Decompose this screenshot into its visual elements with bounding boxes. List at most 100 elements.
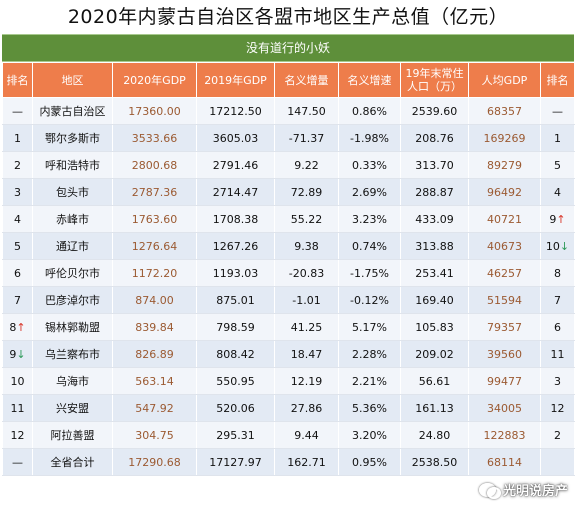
cell-population-value: 169.40 xyxy=(415,293,454,307)
cell-per-capita-rank-value: 5 xyxy=(554,158,561,172)
cell-nominal-growth: 0.33% xyxy=(338,151,401,179)
cell-gdp-2020-value: 826.89 xyxy=(135,347,174,361)
cell-population-value: 209.02 xyxy=(415,347,454,361)
cell-per-capita-rank-value: — xyxy=(552,104,563,118)
watermark: 光明说房产 xyxy=(478,480,568,499)
cell-nominal-growth: 3.20% xyxy=(338,421,401,449)
table-row: — 全省合计 17290.68 17127.97 162.71 0.95% 2538.50 6… xyxy=(2,448,575,476)
arrow-up-icon: ↑ xyxy=(16,320,26,334)
cell-nominal-growth: 0.86% xyxy=(338,97,401,125)
cell-nominal-increase: 9.38 xyxy=(274,232,339,260)
cell-population: 313.88 xyxy=(400,232,469,260)
cell-population: 208.76 xyxy=(400,124,469,152)
arrow-up-icon: ↑ xyxy=(556,212,566,226)
cell-per-capita-gdp: 40673 xyxy=(468,232,541,260)
cell-gdp-2019-value: 295.31 xyxy=(216,428,255,442)
cell-gdp-2019: 550.95 xyxy=(196,367,275,395)
header-nominal-increase: 名义增量 xyxy=(274,62,339,98)
table-row: 6 呼伦贝尔市 1172.20 1193.03 -20.83 -1.75% 253.41 46… xyxy=(2,259,575,287)
cell-per-capita-rank-value: 1 xyxy=(554,131,561,145)
header-population-line1: 19年末常住 xyxy=(405,67,464,80)
cell-gdp-2019: 2791.46 xyxy=(196,151,275,179)
header-population: 19年末常住 人口（万） xyxy=(400,62,469,98)
cell-per-capita-gdp: 40721 xyxy=(468,205,541,233)
cell-gdp-2019-value: 1193.03 xyxy=(212,266,259,280)
cell-gdp-2019-value: 808.42 xyxy=(216,347,255,361)
cell-nominal-growth-value: 3.20% xyxy=(352,428,387,442)
cell-gdp-2020-value: 3533.66 xyxy=(131,131,178,145)
cell-population-value: 2538.50 xyxy=(411,455,458,469)
cell-rank: 5 xyxy=(2,232,33,260)
cell-nominal-growth-value: -1.98% xyxy=(350,131,389,145)
table-row: 9↓ 乌兰察布市 826.89 808.42 18.47 2.28% 209.02 39560… xyxy=(2,340,575,368)
cell-population-value: 208.76 xyxy=(415,131,454,145)
cell-nominal-growth-value: -0.12% xyxy=(350,293,389,307)
cell-gdp-2019: 295.31 xyxy=(196,421,275,449)
arrow-down-icon: ↓ xyxy=(16,347,26,361)
cell-region-value: 乌海市 xyxy=(56,375,89,388)
cell-rank-value: 4 xyxy=(14,212,21,226)
cell-nominal-growth: 5.36% xyxy=(338,394,401,422)
cell-gdp-2019-value: 2714.47 xyxy=(212,185,259,199)
cell-per-capita-rank-value: 4 xyxy=(554,185,561,199)
cell-region-value: 内蒙古自治区 xyxy=(39,105,106,118)
cell-gdp-2020: 3533.66 xyxy=(112,124,197,152)
cell-rank-value: 2 xyxy=(14,158,21,172)
cell-rank: 6 xyxy=(2,259,33,287)
cell-nominal-increase-value: -71.37 xyxy=(288,131,325,145)
cell-population: 2539.60 xyxy=(400,97,469,125)
cell-region-value: 包头市 xyxy=(56,186,89,199)
cell-gdp-2020-value: 547.92 xyxy=(135,401,174,415)
cell-region: 巴彦淖尔市 xyxy=(32,286,113,314)
cell-gdp-2020: 839.84 xyxy=(112,313,197,341)
cell-per-capita-gdp-value: 79357 xyxy=(487,320,522,334)
cell-gdp-2020: 17290.68 xyxy=(112,448,197,476)
cell-gdp-2019: 17212.50 xyxy=(196,97,275,125)
cell-nominal-increase-value: -20.83 xyxy=(288,266,325,280)
cell-gdp-2019: 1193.03 xyxy=(196,259,275,287)
header-rank: 排名 xyxy=(2,62,33,98)
cell-population: 288.87 xyxy=(400,178,469,206)
cell-gdp-2020: 1763.60 xyxy=(112,205,197,233)
cell-gdp-2020: 1276.64 xyxy=(112,232,197,260)
cell-per-capita-gdp: 39560 xyxy=(468,340,541,368)
cell-region-value: 锡林郭勒盟 xyxy=(45,321,100,334)
cell-nominal-growth-value: 0.33% xyxy=(352,158,387,172)
cell-per-capita-rank: 12 xyxy=(540,394,575,422)
cell-gdp-2020: 2800.68 xyxy=(112,151,197,179)
cell-per-capita-rank-value: 7 xyxy=(554,293,561,307)
table-row: 11 兴安盟 547.92 520.06 27.86 5.36% 161.13 34005 12 xyxy=(2,394,575,422)
cell-per-capita-rank: 2 xyxy=(540,421,575,449)
cell-per-capita-gdp-value: 51594 xyxy=(487,293,522,307)
cell-per-capita-rank: 7 xyxy=(540,286,575,314)
header-gdp-2019: 2019年GDP xyxy=(196,62,275,98)
cell-per-capita-gdp: 51594 xyxy=(468,286,541,314)
cell-nominal-growth: -0.12% xyxy=(338,286,401,314)
cell-gdp-2019: 2714.47 xyxy=(196,178,275,206)
cell-nominal-growth: 2.28% xyxy=(338,340,401,368)
cell-nominal-growth: 0.74% xyxy=(338,232,401,260)
cell-per-capita-gdp-value: 46257 xyxy=(487,266,522,280)
cell-gdp-2020: 1172.20 xyxy=(112,259,197,287)
cell-population: 105.83 xyxy=(400,313,469,341)
cell-region: 乌兰察布市 xyxy=(32,340,113,368)
cell-nominal-growth-value: 5.17% xyxy=(352,320,387,334)
cell-per-capita-gdp: 46257 xyxy=(468,259,541,287)
cell-gdp-2020-value: 2787.36 xyxy=(131,185,178,199)
table-row: 5 通辽市 1276.64 1267.26 9.38 0.74% 313.88 40673 10… xyxy=(2,232,575,260)
cell-population-value: 288.87 xyxy=(415,185,454,199)
cell-region: 呼和浩特市 xyxy=(32,151,113,179)
cell-nominal-increase: 41.25 xyxy=(274,313,339,341)
cell-gdp-2019-value: 875.01 xyxy=(216,293,255,307)
cell-nominal-growth: 0.95% xyxy=(338,448,401,476)
cell-region-value: 巴彦淖尔市 xyxy=(45,294,100,307)
cell-nominal-increase-value: 72.89 xyxy=(290,185,323,199)
cell-per-capita-gdp: 99477 xyxy=(468,367,541,395)
cell-nominal-growth-value: 0.95% xyxy=(352,455,387,469)
cell-nominal-increase: 147.50 xyxy=(274,97,339,125)
cell-per-capita-gdp-value: 169269 xyxy=(483,131,526,145)
cell-nominal-growth-value: 2.28% xyxy=(352,347,387,361)
cell-nominal-increase-value: 18.47 xyxy=(290,347,323,361)
cell-gdp-2019-value: 1708.38 xyxy=(212,212,259,226)
cell-rank: 11 xyxy=(2,394,33,422)
